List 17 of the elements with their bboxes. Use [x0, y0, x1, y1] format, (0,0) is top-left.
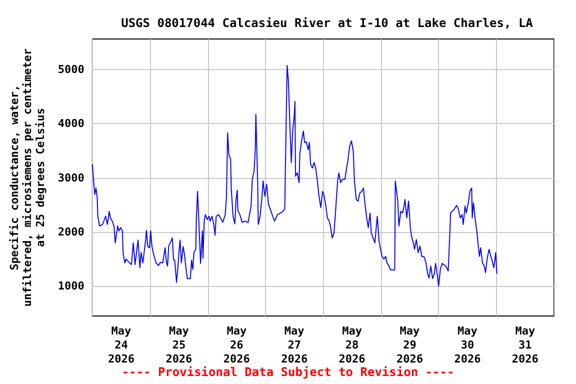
- x-tick-label: May 31 2026: [512, 324, 539, 366]
- text: ---- Provisional Data Subject to Revision ----: [122, 365, 454, 379]
- line-series: [92, 65, 498, 287]
- x-tick-label: May 30 2026: [454, 324, 482, 366]
- y-tick-label: 4000: [58, 117, 84, 130]
- y-tick-label: 2000: [58, 225, 84, 238]
- y-axis-title: Specific conductance, water, unfiltered, microsiemens per centimeter at 25 degrees Celsius: [8, 48, 47, 307]
- x-tick-label: May 25 2026: [166, 324, 193, 366]
- y-tick-label: 1000: [58, 280, 84, 293]
- x-tick-label: May 24 2026: [108, 324, 135, 366]
- y-tick-label: 3000: [58, 171, 84, 184]
- y-tick-label: 5000: [58, 62, 84, 76]
- x-tick-label: May 28 2026: [338, 324, 366, 366]
- x-tick-label: May 26 2026: [223, 324, 250, 366]
- chart-title: USGS 08017044 Calcasieu River at I-10 at Lake Charles, LA: [121, 16, 534, 30]
- x-tick-label: May 27 2026: [281, 324, 308, 366]
- x-tick-label: May 29 2026: [396, 324, 424, 366]
